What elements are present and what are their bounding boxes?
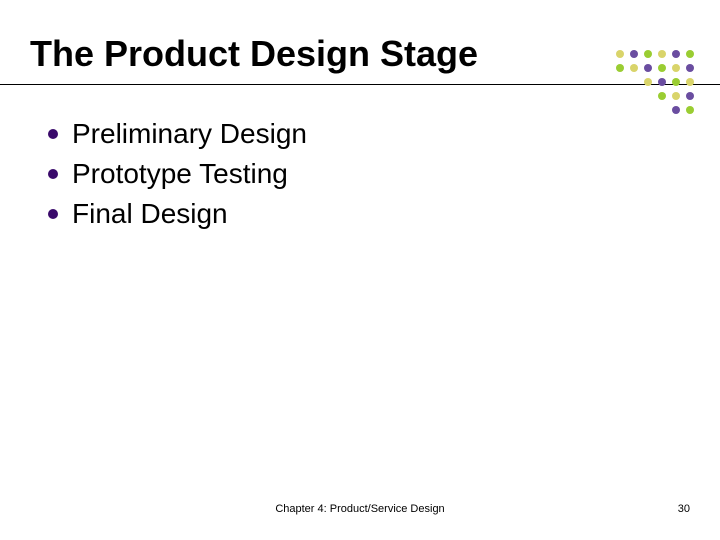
dot-icon — [686, 50, 694, 58]
dot-icon — [630, 64, 638, 72]
dot-icon — [672, 92, 680, 100]
dot-icon — [686, 64, 694, 72]
dot-icon — [644, 78, 652, 86]
dot-icon — [658, 64, 666, 72]
slide-title: The Product Design Stage — [30, 33, 478, 75]
slide: The Product Design Stage Preliminary Des… — [0, 0, 720, 540]
dot-icon — [672, 78, 680, 86]
dot-icon — [686, 92, 694, 100]
list-item: Prototype Testing — [48, 158, 307, 190]
footer-text: Chapter 4: Product/Service Design — [0, 503, 720, 515]
bullet-text: Prototype Testing — [72, 158, 288, 190]
bullet-icon — [48, 169, 58, 179]
dot-icon — [686, 106, 694, 114]
dot-icon — [644, 64, 652, 72]
decorative-dots — [616, 50, 700, 120]
dot-icon — [686, 78, 694, 86]
list-item: Final Design — [48, 198, 307, 230]
dot-icon — [616, 64, 624, 72]
title-underline — [0, 84, 720, 85]
bullet-icon — [48, 129, 58, 139]
dot-icon — [672, 106, 680, 114]
dot-icon — [672, 50, 680, 58]
list-item: Preliminary Design — [48, 118, 307, 150]
dot-icon — [658, 78, 666, 86]
page-number: 30 — [678, 503, 690, 515]
bullet-text: Preliminary Design — [72, 118, 307, 150]
dot-icon — [630, 50, 638, 58]
dot-icon — [616, 50, 624, 58]
dot-icon — [644, 50, 652, 58]
bullet-text: Final Design — [72, 198, 228, 230]
dot-icon — [658, 50, 666, 58]
dot-icon — [658, 92, 666, 100]
bullet-icon — [48, 209, 58, 219]
bullet-list: Preliminary Design Prototype Testing Fin… — [48, 118, 307, 238]
dot-icon — [672, 64, 680, 72]
